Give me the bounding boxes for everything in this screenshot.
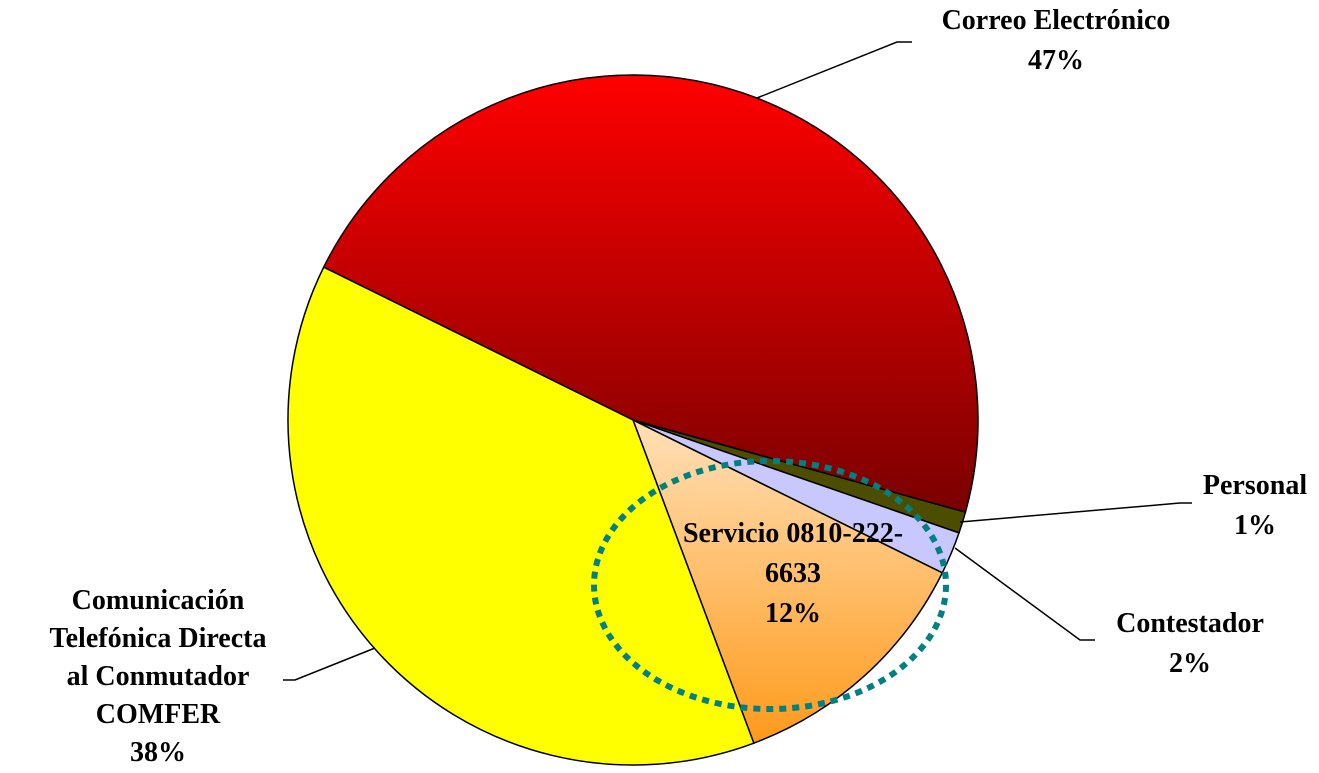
pie-slice bbox=[287, 266, 755, 766]
category-name: Comunicación Telefónica Directa al Conmu… bbox=[49, 585, 267, 730]
slice-label: Contestador 2% bbox=[1090, 604, 1290, 684]
leader-line bbox=[283, 647, 376, 681]
pie-slice bbox=[322, 74, 979, 514]
pie-slice bbox=[631, 418, 944, 745]
value-label: 38% bbox=[130, 737, 186, 768]
leader-line bbox=[959, 502, 1192, 523]
category-name: Contestador bbox=[1116, 608, 1264, 639]
slice-label: Personal 1% bbox=[1180, 466, 1319, 546]
category-name: Correo Electrónico bbox=[941, 5, 1171, 36]
slice-label: Servicio 0810-222-6633 12% bbox=[661, 514, 926, 634]
highlight-circle bbox=[591, 458, 949, 712]
leader-line bbox=[954, 547, 1095, 641]
slice-label: Correo Electrónico 47% bbox=[906, 1, 1206, 81]
value-label: 12% bbox=[765, 598, 821, 629]
value-label: 2% bbox=[1169, 648, 1211, 679]
slice-label: Comunicación Telefónica Directa al Conmu… bbox=[36, 582, 281, 772]
value-label: 1% bbox=[1234, 510, 1276, 541]
category-name: Servicio 0810-222-6633 bbox=[682, 518, 904, 589]
category-name: Personal bbox=[1202, 470, 1308, 501]
leader-line bbox=[756, 41, 912, 99]
value-label: 47% bbox=[1028, 45, 1084, 76]
